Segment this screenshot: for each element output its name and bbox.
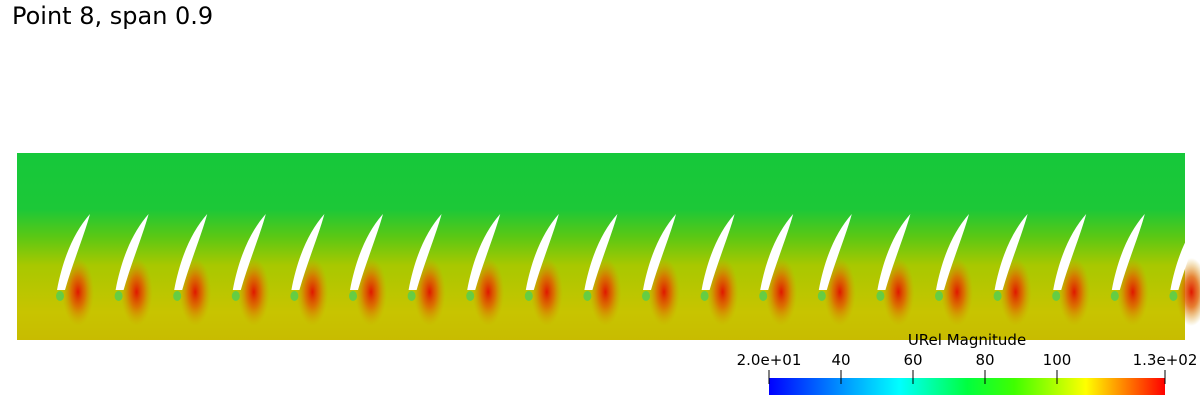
hot-spot xyxy=(472,258,505,326)
wake xyxy=(700,291,709,301)
blade xyxy=(1111,214,1145,290)
hot-spot xyxy=(882,258,915,326)
wake xyxy=(642,291,650,301)
blade xyxy=(760,214,794,290)
wake xyxy=(407,291,416,301)
wake xyxy=(759,291,768,301)
wake xyxy=(231,291,240,301)
hot-spot xyxy=(823,258,856,326)
blade xyxy=(936,214,969,290)
wake xyxy=(817,291,826,301)
colorbar xyxy=(769,378,1165,395)
wake xyxy=(466,291,475,301)
hot-spot xyxy=(296,258,329,326)
wake xyxy=(1052,291,1061,301)
wake xyxy=(173,291,182,301)
blade xyxy=(525,214,559,290)
title: Point 8, span 0.9 xyxy=(12,2,213,30)
hot-spot xyxy=(413,258,446,326)
wake xyxy=(349,291,357,301)
blade xyxy=(467,214,501,290)
tick-label: 100 xyxy=(1043,351,1072,369)
hot-spot xyxy=(237,258,270,326)
tick-label: 1.3e+02 xyxy=(1133,351,1198,369)
blade xyxy=(994,214,1028,290)
tick-label: 60 xyxy=(903,351,922,369)
wake xyxy=(583,291,592,301)
wake xyxy=(524,291,533,301)
blade xyxy=(1053,214,1087,290)
wake xyxy=(993,291,1002,301)
wake xyxy=(114,291,123,301)
hot-spot xyxy=(120,258,153,326)
hot-spot xyxy=(941,258,973,326)
hot-spot xyxy=(589,258,622,326)
hot-spot xyxy=(1058,258,1091,326)
colorbar-title: URel Magnitude xyxy=(908,331,1026,349)
tick-label: 40 xyxy=(831,351,850,369)
hot-spot xyxy=(62,258,94,326)
blade xyxy=(877,214,911,290)
blade xyxy=(818,214,852,290)
hot-spot xyxy=(530,258,563,326)
blade xyxy=(232,214,266,290)
tick-label: 80 xyxy=(975,351,994,369)
blade xyxy=(643,214,676,290)
blade xyxy=(115,214,149,290)
tick-label: 2.0e+01 xyxy=(737,351,802,369)
wake xyxy=(56,291,64,301)
blade xyxy=(408,214,442,290)
hot-spot xyxy=(355,258,387,326)
hot-spot xyxy=(765,258,798,326)
hot-spot xyxy=(706,258,739,326)
blade xyxy=(584,214,618,290)
blade xyxy=(57,214,90,290)
blade xyxy=(291,214,325,290)
hot-spot xyxy=(179,258,212,326)
wake xyxy=(1169,291,1178,301)
wake xyxy=(290,291,299,301)
blade xyxy=(701,214,735,290)
hot-spot xyxy=(648,258,680,326)
flow-field xyxy=(17,153,1200,340)
wake xyxy=(1110,291,1119,301)
hot-spot xyxy=(1116,258,1149,326)
blade xyxy=(174,214,208,290)
blade xyxy=(350,214,383,290)
wake xyxy=(935,291,943,301)
hot-spot xyxy=(999,258,1032,326)
blade xyxy=(1170,218,1200,290)
wake xyxy=(876,291,885,301)
